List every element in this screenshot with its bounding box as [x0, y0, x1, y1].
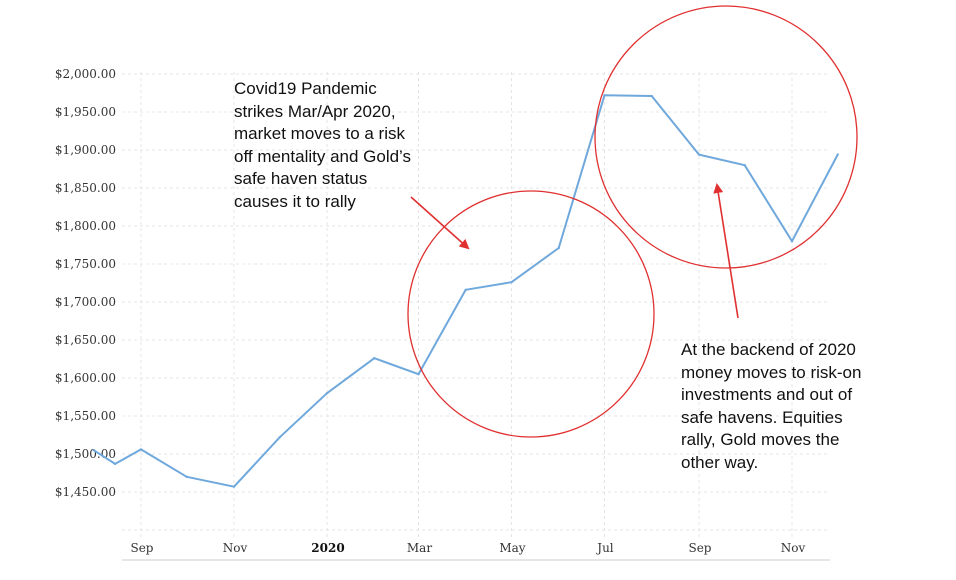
y-tick-label: $1,700.00: [55, 295, 116, 309]
backend-arrow: [713, 183, 739, 319]
data-point: [417, 373, 420, 376]
data-point: [697, 153, 701, 156]
data-point: [650, 94, 653, 98]
data-point: [790, 240, 794, 243]
x-tick-label: Sep: [688, 541, 711, 555]
y-tick-label: $1,650.00: [55, 333, 116, 347]
data-point: [557, 246, 560, 250]
reversal-highlight-circle: [594, 5, 858, 269]
data-point: [510, 281, 513, 284]
data-point: [743, 164, 746, 167]
rally-highlight-circle: [407, 190, 655, 438]
gridlines: [122, 72, 830, 538]
annotation-shapes: [407, 5, 858, 438]
y-tick-label: $1,850.00: [55, 181, 116, 195]
y-axis-ticks: $2,000.00 $1,950.00 $1,900.00 $1,850.00 $1,8…: [55, 67, 116, 499]
y-tick-label: $1,950.00: [55, 105, 116, 119]
data-point: [139, 448, 143, 451]
y-tick-label: $1,600.00: [55, 371, 116, 385]
x-tick-label: Nov: [223, 541, 248, 555]
data-point: [232, 485, 236, 488]
x-tick-label: May: [499, 541, 525, 555]
covid-arrow: [410, 196, 470, 250]
x-axis-ticks: Sep Nov 2020 Mar May Jul Sep Nov: [130, 541, 805, 555]
x-tick-label: 2020: [311, 541, 344, 555]
data-point: [113, 462, 117, 466]
data-point: [603, 94, 606, 97]
data-point: [836, 153, 839, 156]
x-tick-label: Sep: [130, 541, 153, 555]
data-point: [373, 357, 376, 360]
gold-price-series-line: [93, 94, 839, 488]
y-tick-label: $1,800.00: [55, 219, 116, 233]
y-tick-label: $1,550.00: [55, 409, 116, 423]
y-tick-label: $1,500.00: [55, 447, 116, 461]
x-tick-label: Jul: [595, 541, 614, 555]
y-tick-label: $2,000.00: [55, 67, 116, 81]
covid-annotation: Covid19 Pandemic strikes Mar/Apr 2020, m…: [234, 79, 412, 211]
data-point: [325, 392, 329, 395]
x-tick-label: Mar: [407, 541, 432, 555]
series-layer: [92, 94, 839, 488]
y-tick-label: $1,750.00: [55, 257, 116, 271]
y-tick-label: $1,450.00: [55, 485, 116, 499]
x-tick-label: Nov: [781, 541, 806, 555]
data-point: [464, 288, 467, 292]
data-point: [278, 436, 281, 439]
data-point: [185, 475, 188, 478]
backend-annotation: At the backend of 2020 money moves to ri…: [681, 340, 862, 472]
y-tick-label: $1,900.00: [55, 143, 116, 157]
data-point: [92, 449, 95, 452]
